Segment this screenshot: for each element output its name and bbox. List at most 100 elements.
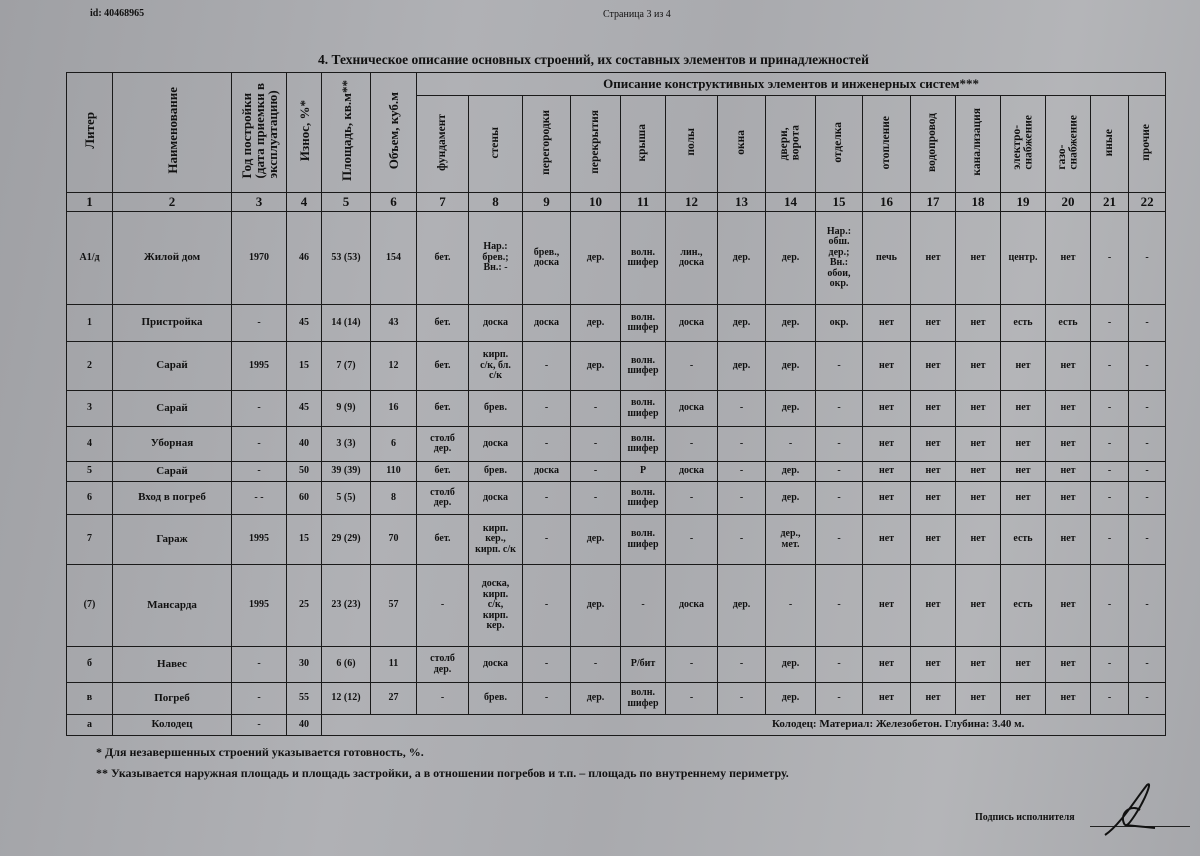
table-cell: - — [231, 426, 287, 462]
table-cell: дер. — [765, 682, 816, 715]
column-header-label: перекрытия — [588, 110, 601, 175]
column-header: Объем, куб.м — [370, 72, 417, 193]
table-cell: - — [522, 514, 571, 565]
table-cell: - — [231, 390, 287, 427]
table-cell: 16 — [370, 390, 417, 427]
table-cell: нет — [1045, 646, 1091, 683]
table-cell: дер., мет. — [765, 514, 816, 565]
table-cell: 15 — [286, 514, 322, 565]
table-cell: - — [1090, 390, 1129, 427]
column-number: 19 — [1000, 192, 1046, 212]
table-cell: нет — [1045, 341, 1091, 391]
table-cell: дер. — [765, 304, 816, 342]
table-cell: 15 — [286, 341, 322, 391]
table-cell: дер. — [717, 341, 766, 391]
table-cell: 30 — [286, 646, 322, 683]
table-cell: Навес — [112, 646, 232, 683]
table-cell: Уборная — [112, 426, 232, 462]
table-cell: - — [416, 564, 469, 647]
column-header-label: Площадь, кв.м** — [338, 80, 354, 182]
table-cell: - — [815, 564, 863, 647]
table-cell: столб дер. — [416, 426, 469, 462]
table-cell: окр. — [815, 304, 863, 342]
table-cell: нет — [910, 304, 956, 342]
table-cell: - — [815, 341, 863, 391]
table-cell: доска — [522, 461, 571, 482]
table-cell: волн. шифер — [620, 341, 666, 391]
document-id: id: 40468965 — [90, 8, 145, 19]
column-header-label: Год постройки (дата приемки в эксплуатац… — [238, 83, 280, 179]
column-header-label: прочие — [1140, 123, 1153, 161]
table-cell: 9 (9) — [321, 390, 371, 427]
table-cell: - — [522, 426, 571, 462]
table-cell: 6 (6) — [321, 646, 371, 683]
page-number: Страница 3 из 4 — [603, 9, 671, 20]
table-cell: 40 — [286, 714, 322, 736]
table-cell: - — [570, 481, 621, 515]
table-cell: - — [1090, 514, 1129, 565]
table-cell: нет — [1045, 682, 1091, 715]
table-cell: 1995 — [231, 564, 287, 647]
table-cell: есть — [1000, 564, 1046, 647]
table-cell: - — [416, 682, 469, 715]
table-cell: - — [1090, 341, 1129, 391]
section-title: 4. Техническое описание основных строени… — [318, 52, 869, 67]
column-number: 13 — [717, 192, 766, 212]
column-header-label: отделка — [832, 121, 845, 163]
table-cell: доска — [522, 304, 571, 342]
table-row: (7) Мансарда 1995 25 23 (23) 57- доска, кирп. … — [66, 564, 1167, 647]
table-cell: нет — [910, 646, 956, 683]
table-cell: Пристройка — [112, 304, 232, 342]
table-cell: кирп. с/к, бл. с/к — [468, 341, 523, 391]
table-cell: волн. шифер — [620, 211, 666, 305]
table-cell: 3 (3) — [321, 426, 371, 462]
column-header: Год постройки (дата приемки в эксплуатац… — [231, 72, 287, 193]
table-cell: 6 — [66, 481, 113, 515]
table-cell: - — [570, 426, 621, 462]
table-cell: - — [665, 514, 718, 565]
table-cell: 40 — [286, 426, 322, 462]
table-cell: нет — [1000, 646, 1046, 683]
table-cell: дер. — [570, 682, 621, 715]
table-cell: - — [717, 481, 766, 515]
table-cell: 5 — [66, 461, 113, 482]
table-cell: 60 — [286, 481, 322, 515]
table-cell: 50 — [286, 461, 322, 482]
table-cell: дер. — [765, 211, 816, 305]
column-header-label: газо- снабжение — [1055, 114, 1080, 170]
table-cell: Сарай — [112, 461, 232, 482]
column-number-row: 1 2 3 4 5 6 7 8 9 10 11 12 13 14 15 16 17 18 19 20 21 22 — [66, 192, 1167, 212]
table-cell: нет — [955, 390, 1001, 427]
column-number: 7 — [416, 192, 469, 212]
table-cell: дер. — [765, 481, 816, 515]
table-cell: Погреб — [112, 682, 232, 715]
table-cell: нет — [910, 390, 956, 427]
table-cell: волн. шифер — [620, 514, 666, 565]
table-cell: доска — [665, 390, 718, 427]
table-cell: Сарай — [112, 390, 232, 427]
table-cell: доска — [665, 564, 718, 647]
table-cell: (7) — [66, 564, 113, 647]
table-cell: доска — [468, 646, 523, 683]
table-cell: - — [1127, 304, 1167, 342]
table-row: 6 Вход в погреб - -60 5 (5) 8 столб дер. доска… — [66, 481, 1167, 515]
table-cell: дер. — [570, 514, 621, 565]
column-header: иные — [1090, 95, 1129, 193]
table-cell: 45 — [286, 390, 322, 427]
table-cell: - — [522, 682, 571, 715]
column-header: Износ, %* — [286, 72, 322, 193]
table-cell: доска — [665, 461, 718, 482]
table-cell: нет — [1045, 211, 1091, 305]
table-cell: бет. — [416, 211, 469, 305]
column-header: крыша — [620, 95, 666, 193]
column-header-label: Литер — [82, 112, 97, 150]
table-cell: волн. шифер — [620, 481, 666, 515]
table-cell: 1 — [66, 304, 113, 342]
table-cell: нет — [910, 481, 956, 515]
table-cell: - — [717, 390, 766, 427]
column-header-label: канализация — [971, 108, 984, 177]
column-header: полы — [665, 95, 718, 193]
table-cell: нет — [1000, 481, 1046, 515]
table-cell: нет — [910, 461, 956, 482]
